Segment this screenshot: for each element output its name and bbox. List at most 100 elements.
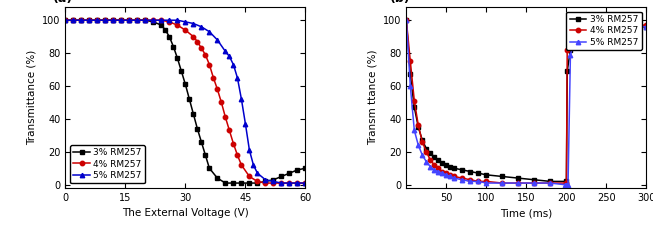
3% RM257: [278, 175, 285, 178]
4% RM257: [422, 150, 430, 153]
4% RM257: [110, 19, 118, 22]
4% RM257: [189, 35, 197, 38]
5% RM257: [410, 129, 418, 132]
3% RM257: [229, 182, 237, 184]
5% RM257: [238, 98, 246, 101]
3% RM257: [483, 173, 490, 176]
4% RM257: [571, 30, 579, 33]
4% RM257: [475, 180, 483, 183]
3% RM257: [611, 27, 618, 30]
4% RM257: [225, 129, 233, 132]
4% RM257: [515, 182, 522, 184]
3% RM257: [285, 172, 293, 175]
5% RM257: [547, 182, 554, 184]
3% RM257: [635, 25, 643, 28]
5% RM257: [78, 19, 86, 22]
5% RM257: [594, 25, 602, 28]
3% RM257: [246, 182, 253, 184]
3% RM257: [415, 126, 422, 129]
4% RM257: [217, 101, 225, 104]
4% RM257: [466, 178, 474, 181]
5% RM257: [567, 53, 575, 56]
3% RM257: [575, 37, 582, 40]
4% RM257: [434, 167, 442, 170]
4% RM257: [483, 180, 490, 183]
3% RM257: [419, 139, 426, 142]
5% RM257: [86, 19, 93, 22]
4% RM257: [221, 116, 229, 119]
5% RM257: [582, 27, 590, 30]
4% RM257: [278, 182, 285, 184]
5% RM257: [447, 175, 454, 178]
5% RM257: [253, 172, 261, 175]
3% RM257: [594, 29, 602, 31]
3% RM257: [530, 178, 538, 181]
3% RM257: [202, 154, 210, 157]
4% RM257: [142, 19, 150, 22]
3% RM257: [618, 27, 626, 30]
3% RM257: [447, 165, 454, 168]
5% RM257: [246, 149, 253, 152]
5% RM257: [443, 173, 451, 176]
3% RM257: [150, 20, 157, 23]
5% RM257: [515, 182, 522, 184]
Text: (b): (b): [389, 0, 410, 5]
3% RM257: [438, 162, 446, 165]
3% RM257: [169, 45, 177, 48]
3% RM257: [125, 19, 133, 22]
5% RM257: [530, 182, 538, 184]
5% RM257: [221, 50, 229, 53]
4% RM257: [125, 19, 133, 22]
4% RM257: [86, 19, 93, 22]
5% RM257: [214, 39, 221, 41]
5% RM257: [571, 39, 579, 41]
3% RM257: [434, 159, 442, 161]
5% RM257: [206, 30, 214, 33]
5% RM257: [234, 76, 242, 79]
5% RM257: [561, 183, 569, 186]
4% RM257: [594, 24, 602, 27]
4% RM257: [635, 24, 643, 27]
3% RM257: [402, 19, 410, 22]
3% RM257: [430, 155, 438, 158]
3% RM257: [221, 182, 229, 184]
5% RM257: [618, 25, 626, 28]
4% RM257: [406, 60, 414, 63]
5% RM257: [575, 32, 582, 35]
5% RM257: [586, 27, 594, 30]
4% RM257: [430, 164, 438, 166]
Line: 5% RM257: 5% RM257: [63, 18, 308, 185]
5% RM257: [466, 180, 474, 183]
5% RM257: [564, 183, 572, 186]
5% RM257: [197, 25, 205, 28]
4% RM257: [294, 182, 302, 184]
4% RM257: [182, 29, 189, 31]
Y-axis label: Transm ttance (%): Transm ttance (%): [368, 50, 377, 145]
5% RM257: [157, 19, 165, 22]
5% RM257: [611, 25, 618, 28]
4% RM257: [611, 24, 618, 27]
3% RM257: [603, 27, 611, 30]
3% RM257: [86, 19, 93, 22]
4% RM257: [150, 19, 157, 22]
5% RM257: [294, 182, 302, 184]
5% RM257: [229, 63, 237, 66]
5% RM257: [133, 19, 141, 22]
X-axis label: The External Voltage (V): The External Voltage (V): [122, 208, 249, 218]
5% RM257: [498, 182, 506, 184]
5% RM257: [285, 182, 293, 184]
5% RM257: [579, 29, 586, 31]
5% RM257: [415, 144, 422, 147]
Legend: 3% RM257, 4% RM257, 5% RM257: 3% RM257, 4% RM257, 5% RM257: [567, 12, 642, 50]
4% RM257: [246, 175, 253, 178]
5% RM257: [635, 25, 643, 28]
5% RM257: [278, 182, 285, 184]
5% RM257: [564, 183, 571, 186]
4% RM257: [157, 19, 165, 22]
4% RM257: [498, 182, 506, 184]
5% RM257: [458, 178, 466, 181]
3% RM257: [165, 35, 173, 38]
3% RM257: [178, 70, 185, 73]
3% RM257: [182, 83, 189, 86]
Y-axis label: Transmittance (%): Transmittance (%): [27, 50, 37, 145]
